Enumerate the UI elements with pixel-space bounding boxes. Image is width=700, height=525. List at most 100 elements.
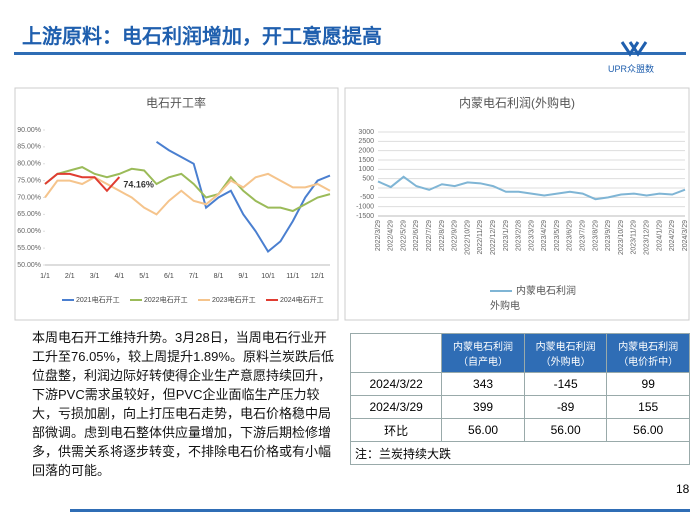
- cell: 343: [441, 372, 525, 396]
- cell: 399: [441, 395, 525, 419]
- legend-label: 2021电石开工: [76, 295, 120, 304]
- x-tick-label: 2023/8/29: [592, 220, 599, 251]
- y-tick-label: -1000: [356, 204, 374, 211]
- x-tick-label: 4/1: [114, 273, 124, 280]
- x-tick-label: 2022/6/29: [413, 220, 420, 251]
- slide-title: 上游原料：电石利润增加，开工意愿提高: [22, 26, 382, 48]
- y-tick-label: 1000: [358, 166, 374, 173]
- x-tick-label: 2022/12/29: [490, 220, 497, 255]
- x-tick-label: 2023/5/29: [554, 220, 561, 251]
- row: 2024/3/29 399 -89 155: [349, 395, 690, 419]
- header-cell: 内蒙电石利润（电价折中）: [606, 333, 690, 373]
- legend-swatch: [490, 290, 512, 293]
- x-tick-label: 2024/3/29: [682, 220, 689, 251]
- cell: 155: [606, 395, 690, 419]
- x-tick-label: 2022/4/29: [388, 220, 395, 251]
- x-tick-label: 2023/7/29: [580, 220, 587, 251]
- y-tick-label: 70.00%: [17, 194, 41, 201]
- y-tick-label: 500: [362, 176, 374, 183]
- cell: -145: [523, 372, 608, 396]
- footer-rule: [70, 509, 690, 512]
- cell: 99: [606, 372, 690, 396]
- y-tick-label: -1500: [356, 213, 374, 220]
- cell: 56.00: [606, 418, 690, 442]
- y-tick-label: 65.00%: [17, 211, 41, 218]
- x-tick-label: 2023/12/29: [643, 220, 650, 255]
- header-row: 内蒙电石利润（自产电） 内蒙电石利润（外购电） 内蒙电石利润（电价折中）: [349, 333, 690, 373]
- x-tick-label: 3/1: [90, 273, 100, 280]
- series-line: [44, 172, 331, 216]
- chart-frame: [14, 87, 339, 321]
- x-tick-label: 2022/3/29: [375, 220, 382, 251]
- body-text: 本周电石开工维持升势。3月28日，当周电石行业开工升至76.05%，较上周提升1…: [32, 330, 334, 478]
- series-line: [377, 175, 686, 201]
- y-tick-label: 3000: [358, 129, 374, 136]
- x-tick-label: 2022/7/29: [426, 220, 433, 251]
- cell: 56.00: [441, 418, 525, 442]
- y-tick-label: 0: [370, 185, 374, 192]
- series-line: [44, 166, 331, 213]
- logo-icon: [620, 41, 648, 57]
- x-tick-label: 8/1: [214, 273, 224, 280]
- x-tick-label: 5/1: [139, 273, 149, 280]
- row: 2024/3/22 343 -145 99: [349, 372, 690, 396]
- header-cell: 内蒙电石利润（外购电）: [523, 333, 608, 373]
- logo: UPR众盟数: [608, 64, 655, 74]
- x-tick-label: 6/1: [164, 273, 174, 280]
- x-tick-label: 2023/6/29: [567, 220, 574, 251]
- legend-label: 2023电石开工: [212, 295, 256, 304]
- x-tick-label: 1/1: [40, 273, 50, 280]
- x-tick-label: 11/1: [286, 273, 299, 280]
- y-tick-label: 85.00%: [17, 144, 41, 151]
- header-cell: [349, 333, 443, 373]
- y-tick-label: 1500: [358, 157, 374, 164]
- cell: 2024/3/29: [349, 395, 443, 419]
- x-tick-label: 2022/9/29: [452, 220, 459, 251]
- x-tick-label: 12/1: [311, 273, 325, 280]
- note: 注：兰炭持续大跌: [350, 441, 690, 465]
- x-tick-label: 2023/4/29: [541, 220, 548, 251]
- y-tick-label: 55.00%: [17, 245, 41, 252]
- cell: 2024/3/22: [349, 372, 443, 396]
- annotation: 74.16%: [123, 179, 154, 189]
- legend-label: 2024电石开工: [280, 295, 324, 304]
- series-line: [44, 172, 121, 193]
- x-tick-label: 2023/2/28: [516, 220, 523, 251]
- cell: 56.00: [523, 418, 608, 442]
- y-tick-label: 75.00%: [17, 177, 41, 184]
- row: 环比 56.00 56.00 56.00: [349, 418, 690, 442]
- y-tick-label: 90.00%: [17, 127, 41, 134]
- cell: -89: [523, 395, 608, 419]
- note-row: 注：兰炭持续大跌: [350, 441, 690, 465]
- x-tick-label: 2023/11/29: [631, 220, 638, 255]
- x-tick-label: 2024/1/29: [656, 220, 663, 251]
- chart-title: 内蒙电石利润(外购电): [459, 95, 575, 110]
- y-tick-label: 80.00%: [17, 161, 41, 168]
- chart-frame: [344, 87, 690, 321]
- table: 内蒙电石利润（自产电） 内蒙电石利润（外购电） 内蒙电石利润（电价折中） 2024/3…: [349, 333, 690, 465]
- x-tick-label: 10/1: [261, 273, 275, 280]
- x-tick-label: 2022/11/29: [477, 220, 484, 255]
- x-tick-label: 2023/3/29: [528, 220, 535, 251]
- legend-label: 内蒙电石利润外购电: [490, 286, 576, 312]
- legend-label: 2022电石开工: [144, 295, 188, 304]
- x-tick-label: 2023/1/29: [503, 220, 510, 251]
- x-tick-label: 7/1: [189, 273, 199, 280]
- x-tick-label: 2023/9/29: [605, 220, 612, 251]
- page-number: 18: [676, 482, 690, 496]
- chart-title: 电石开工率: [146, 95, 206, 110]
- legend: 内蒙电石利润外购电: [490, 282, 580, 312]
- y-tick-label: 2500: [358, 138, 374, 145]
- x-tick-label: 2/1: [65, 273, 75, 280]
- x-tick-label: 2022/10/29: [464, 220, 471, 255]
- x-tick-label: 2024/2/29: [669, 220, 676, 251]
- header-cell: 内蒙电石利润（自产电）: [441, 333, 525, 373]
- y-tick-label: -500: [360, 194, 374, 201]
- y-tick-label: 60.00%: [17, 228, 41, 235]
- y-tick-label: 50.00%: [17, 262, 41, 269]
- x-tick-label: 2022/8/29: [439, 220, 446, 251]
- x-tick-label: 9/1: [238, 273, 248, 280]
- cell: 环比: [349, 418, 443, 442]
